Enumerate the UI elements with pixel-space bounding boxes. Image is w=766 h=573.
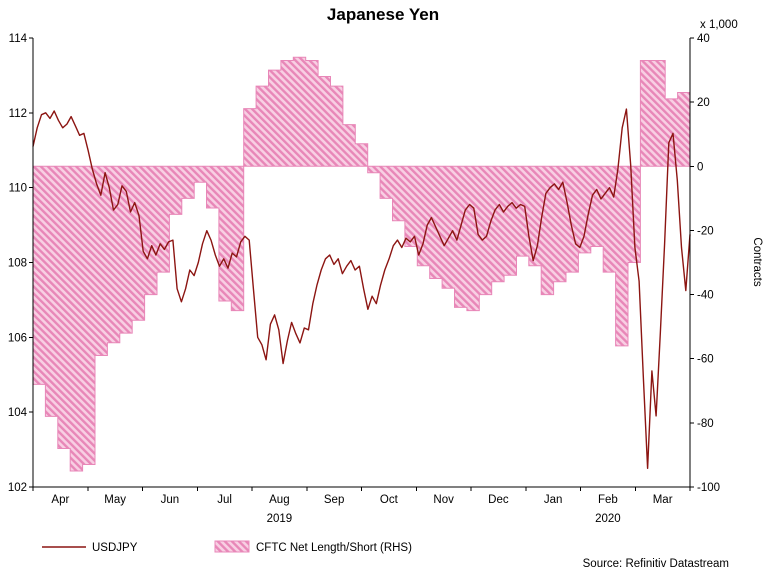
x-month-label: May xyxy=(104,494,126,506)
x-month-label: Mar xyxy=(653,494,673,506)
right-axis-unit-label: x 1,000 xyxy=(700,19,738,31)
usdjpy-legend-label: USDJPY xyxy=(92,542,138,554)
chart-title: Japanese Yen xyxy=(327,5,439,24)
x-year-label: 2020 xyxy=(595,513,621,525)
x-year-label: 2019 xyxy=(267,513,293,525)
source-label: Source: Refinitiv Datastream xyxy=(583,558,729,570)
left-axis-tick-label: 112 xyxy=(9,108,27,120)
x-month-label: Sep xyxy=(324,494,344,506)
x-month-label: Apr xyxy=(51,494,69,506)
right-axis-tick-label: 20 xyxy=(697,97,710,109)
x-month-label: Nov xyxy=(433,494,454,506)
cftc-legend-swatch xyxy=(214,540,250,553)
right-axis-tick-label: -100 xyxy=(697,482,720,494)
x-month-label: Dec xyxy=(488,494,509,506)
x-month-label: Jun xyxy=(161,494,180,506)
x-month-label: Jul xyxy=(217,494,232,506)
left-axis-tick-label: 114 xyxy=(9,33,28,45)
x-month-label: Aug xyxy=(269,494,289,506)
right-axis-tick-label: -60 xyxy=(697,354,714,366)
left-axis-tick-label: 106 xyxy=(8,332,27,344)
right-axis-tick-label: -20 xyxy=(697,225,714,237)
x-month-label: Feb xyxy=(598,494,618,506)
usdjpy-line-series xyxy=(32,108,691,469)
left-axis-tick-label: 104 xyxy=(8,407,28,419)
left-axis-tick-label: 102 xyxy=(8,482,27,494)
right-axis-tick-label: -80 xyxy=(697,418,714,430)
right-axis-tick-label: -40 xyxy=(697,290,714,302)
right-axis-tick-label: 0 xyxy=(697,161,703,173)
x-month-label: Jan xyxy=(544,494,563,506)
x-month-label: Oct xyxy=(380,494,399,506)
plot-area: 102 104 106 108 110 112 114 -100 -80 -60 -40 -20 0 20… xyxy=(8,33,720,525)
right-axis-tick-label: 40 xyxy=(697,33,710,45)
left-axis-tick-label: 108 xyxy=(8,258,27,270)
cftc-legend-label: CFTC Net Length/Short (RHS) xyxy=(256,542,412,554)
left-axis-tick-label: 110 xyxy=(9,183,27,195)
cftc-area-series xyxy=(32,56,691,472)
right-axis-title: Contracts xyxy=(751,237,763,286)
legend: USDJPY CFTC Net Length/Short (RHS) xyxy=(42,540,412,554)
